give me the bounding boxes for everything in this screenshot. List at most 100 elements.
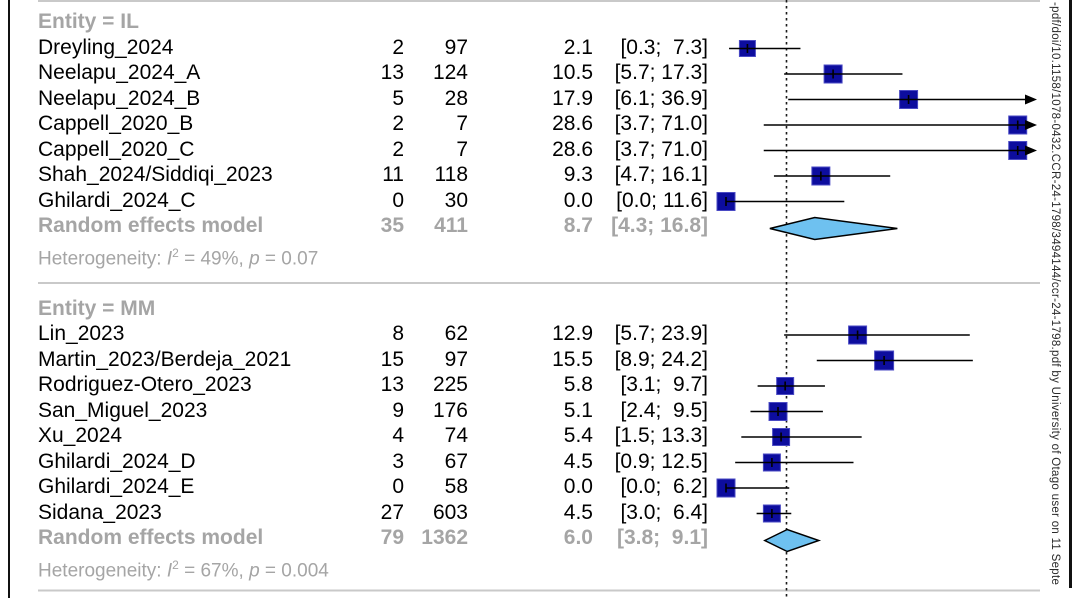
pooled-events-value: 79 bbox=[380, 526, 404, 549]
total-value: 118 bbox=[434, 163, 468, 186]
total-value: 28 bbox=[444, 86, 468, 110]
study-label: Neelapu_2024_B bbox=[38, 86, 201, 110]
study-row: Dreyling_2024 2 97 2.1 [0.3; 7.3] bbox=[0, 35, 1080, 61]
pooled-ci-value: [4.3; 16.8] bbox=[611, 214, 708, 237]
estimate-value: 12.9 bbox=[552, 322, 593, 345]
study-label: Dreyling_2024 bbox=[38, 35, 174, 59]
total-value: 7 bbox=[456, 137, 468, 161]
study-row: Neelapu_2024_A 13 124 10.5 [5.7; 17.3] bbox=[0, 60, 1080, 86]
estimate-value: 5.8 bbox=[563, 373, 593, 396]
ci-value: [3.7; 71.0] bbox=[614, 137, 708, 161]
study-row: Xu_2024 4 74 5.4 [1.5; 13.3] bbox=[0, 423, 1080, 449]
ci-value: [8.9; 24.2] bbox=[614, 347, 708, 371]
estimate-value: 15.5 bbox=[552, 347, 593, 371]
pooled-events-value: 35 bbox=[380, 214, 404, 237]
total-value: 225 bbox=[432, 373, 468, 396]
total-value: 30 bbox=[444, 188, 468, 212]
ci-value: [4.7; 16.1] bbox=[614, 163, 708, 186]
study-label: Ghilardi_2024_D bbox=[38, 449, 196, 473]
study-label: Ghilardi_2024_E bbox=[38, 475, 195, 498]
ci-value: [3.7; 71.0] bbox=[614, 112, 708, 135]
estimate-value: 9.3 bbox=[563, 163, 593, 186]
study-label: San_Miguel_2023 bbox=[38, 398, 208, 422]
events-value: 9 bbox=[392, 398, 404, 422]
events-value: 2 bbox=[392, 112, 404, 135]
study-label: Xu_2024 bbox=[38, 424, 123, 447]
pooled-total-value: 1362 bbox=[421, 526, 468, 549]
ci-value: [2.4; 9.5] bbox=[620, 398, 708, 422]
total-value: 176 bbox=[432, 398, 468, 422]
pooled-estimate-value: 6.0 bbox=[563, 526, 593, 549]
estimate-value: 5.4 bbox=[563, 424, 593, 447]
events-value: 13 bbox=[380, 373, 404, 396]
heterogeneity-text: Heterogeneity: I2 = 67%, p = 0.004 bbox=[38, 557, 329, 581]
total-value: 603 bbox=[432, 500, 468, 524]
events-value: 11 bbox=[382, 163, 404, 186]
heterogeneity-row: Heterogeneity: I2 = 67%, p = 0.004 bbox=[0, 552, 1080, 581]
estimate-value: 2.1 bbox=[563, 35, 593, 59]
study-row: Cappell_2020_C 2 7 28.6 [3.7; 71.0] bbox=[0, 137, 1080, 163]
group-header-row: Entity = MM bbox=[0, 296, 1080, 322]
estimate-value: 28.6 bbox=[552, 137, 593, 161]
figure-border-right bbox=[1069, 0, 1072, 588]
ci-value: [0.0; 6.2] bbox=[620, 475, 708, 498]
total-value: 67 bbox=[444, 449, 468, 473]
group-header-label: Entity = MM bbox=[38, 296, 156, 320]
total-value: 62 bbox=[444, 322, 468, 345]
events-value: 0 bbox=[392, 475, 404, 498]
study-row: Shah_2024/Siddiqi_2023 11 118 9.3 [4.7; 16.1… bbox=[0, 162, 1080, 188]
study-label: Cappell_2020_C bbox=[38, 137, 195, 161]
ci-value: [5.7; 23.9] bbox=[614, 322, 708, 345]
study-label: Sidana_2023 bbox=[38, 500, 162, 524]
ci-value: [3.1; 9.7] bbox=[620, 373, 708, 396]
group-header-row: Entity = IL bbox=[0, 9, 1080, 35]
heterogeneity-text: Heterogeneity: I2 = 49%, p = 0.07 bbox=[38, 245, 319, 269]
estimate-value: 28.6 bbox=[552, 112, 593, 135]
ci-value: [3.0; 6.4] bbox=[620, 500, 708, 524]
events-value: 4 bbox=[392, 424, 404, 447]
study-row: Sidana_2023 27 603 4.5 [3.0; 6.4] bbox=[0, 500, 1080, 526]
estimate-value: 4.5 bbox=[563, 500, 593, 524]
study-row: Rodriguez-Otero_2023 13 225 5.8 [3.1; 9.7] bbox=[0, 372, 1080, 398]
study-label: Rodriguez-Otero_2023 bbox=[38, 373, 252, 396]
heterogeneity-row: Heterogeneity: I2 = 49%, p = 0.07 bbox=[0, 240, 1080, 269]
study-row: Cappell_2020_B 2 7 28.6 [3.7; 71.0] bbox=[0, 111, 1080, 137]
ci-value: [0.9; 12.5] bbox=[614, 449, 708, 473]
total-value: 124 bbox=[432, 61, 468, 84]
study-label: Ghilardi_2024_C bbox=[38, 188, 196, 212]
study-row: Lin_2023 8 62 12.9 [5.7; 23.9] bbox=[0, 321, 1080, 347]
ci-value: [6.1; 36.9] bbox=[614, 86, 708, 110]
pooled-ci-value: [3.8; 9.1] bbox=[616, 526, 708, 549]
ci-value: [0.3; 7.3] bbox=[620, 35, 708, 59]
estimate-value: 0.0 bbox=[563, 475, 593, 498]
study-row: Martin_2023/Berdeja_2021 15 97 15.5 [8.9; 24… bbox=[0, 347, 1080, 373]
total-value: 97 bbox=[444, 347, 468, 371]
pdf-watermark: -pdf/doi/10.1158/1078-0432.CCR-24-1798/3… bbox=[1047, 2, 1061, 598]
study-row: Neelapu_2024_B 5 28 17.9 [6.1; 36.9] bbox=[0, 86, 1080, 112]
ci-value: [5.7; 17.3] bbox=[614, 61, 708, 84]
pooled-row: Random effects model 35 411 8.7 [4.3; 16.8] bbox=[0, 213, 1080, 239]
pooled-label: Random effects model bbox=[38, 526, 264, 549]
study-row: Ghilardi_2024_D 3 67 4.5 [0.9; 12.5] bbox=[0, 449, 1080, 475]
events-value: 27 bbox=[380, 500, 404, 524]
study-label: Neelapu_2024_A bbox=[38, 61, 201, 84]
pdf-watermark-text: -pdf/doi/10.1158/1078-0432.CCR-24-1798/3… bbox=[1049, 2, 1061, 586]
events-value: 13 bbox=[380, 61, 404, 84]
figure-border-left bbox=[8, 0, 10, 598]
events-value: 0 bbox=[392, 188, 404, 212]
total-value: 7 bbox=[456, 112, 468, 135]
study-row: Ghilardi_2024_C 0 30 0.0 [0.0; 11.6] bbox=[0, 188, 1080, 214]
study-label: Lin_2023 bbox=[38, 322, 125, 345]
total-value: 97 bbox=[444, 35, 468, 59]
study-label: Cappell_2020_B bbox=[38, 112, 194, 135]
estimate-value: 4.5 bbox=[563, 449, 593, 473]
study-row: Ghilardi_2024_E 0 58 0.0 [0.0; 6.2] bbox=[0, 474, 1080, 500]
study-label: Shah_2024/Siddiqi_2023 bbox=[38, 163, 273, 186]
estimate-value: 0.0 bbox=[563, 188, 593, 212]
pooled-estimate-value: 8.7 bbox=[563, 214, 593, 237]
study-label: Martin_2023/Berdeja_2021 bbox=[38, 347, 292, 371]
events-value: 2 bbox=[392, 137, 404, 161]
pooled-total-value: 411 bbox=[434, 214, 468, 237]
estimate-value: 10.5 bbox=[552, 61, 593, 84]
